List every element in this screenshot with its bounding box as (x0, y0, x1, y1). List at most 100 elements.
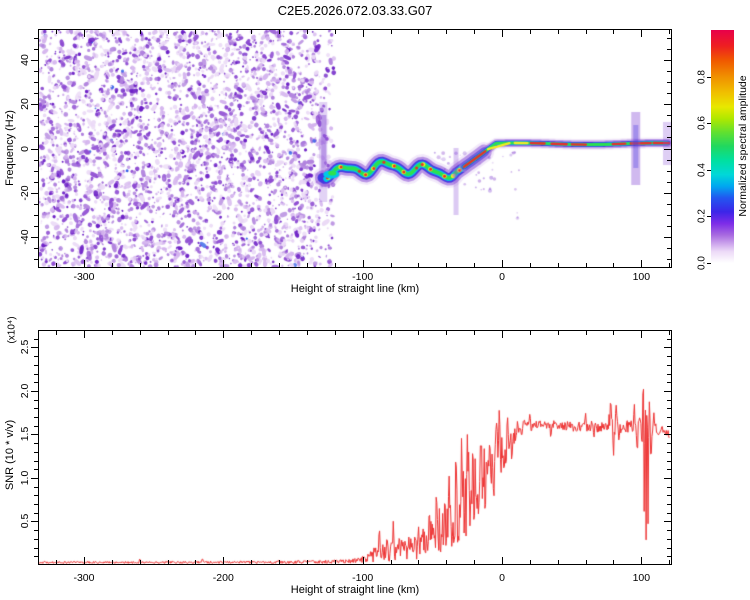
axis-tick (664, 347, 671, 348)
axis-tick (667, 38, 671, 39)
axis-tick (168, 263, 169, 267)
y-tick-label: -20 (19, 185, 31, 201)
axis-tick (34, 530, 38, 531)
x-axis-title-bottom: Height of straight line (km) (290, 584, 420, 596)
axis-tick (667, 49, 671, 50)
axis-tick (34, 495, 38, 496)
axis-tick (140, 30, 141, 34)
axis-tick (667, 365, 671, 366)
colorbar (711, 30, 734, 263)
axis-tick (667, 356, 671, 357)
colorbar-tick-label: 0.0 (696, 256, 708, 270)
axis-tick (223, 30, 224, 37)
axis-tick (307, 30, 308, 34)
axis-tick (84, 260, 85, 267)
x-tick-label: -300 (73, 271, 95, 283)
axis-tick (418, 30, 419, 34)
axis-tick (363, 30, 364, 37)
axis-tick (667, 71, 671, 72)
axis-tick (664, 60, 671, 61)
axis-tick (667, 137, 671, 138)
axis-tick (667, 82, 671, 83)
axis-tick (34, 356, 38, 357)
axis-tick (34, 71, 38, 72)
axis-tick (664, 391, 671, 392)
axis-tick (667, 93, 671, 94)
axis-tick (667, 426, 671, 427)
colorbar-tick-label: 0.2 (696, 209, 708, 223)
axis-tick (34, 408, 38, 409)
y-tick-label: -40 (19, 229, 31, 245)
axis-tick (474, 30, 475, 34)
axis-tick (34, 556, 38, 557)
axis-tick (613, 331, 614, 335)
axis-tick (391, 331, 392, 335)
axis-tick (31, 521, 38, 522)
axis-tick (502, 331, 503, 338)
axis-tick (56, 30, 57, 34)
axis-tick (474, 331, 475, 335)
axis-tick (418, 560, 419, 564)
axis-tick (391, 30, 392, 34)
axis-tick (34, 548, 38, 549)
axis-tick (34, 461, 38, 462)
axis-tick (223, 260, 224, 267)
axis-tick (195, 331, 196, 335)
axis-tick (168, 560, 169, 564)
axis-tick (112, 560, 113, 564)
axis-tick (34, 215, 38, 216)
axis-tick (667, 513, 671, 514)
axis-tick (307, 560, 308, 564)
axis-tick (667, 408, 671, 409)
axis-tick (707, 170, 711, 171)
axis-tick (56, 560, 57, 564)
axis-tick (664, 478, 671, 479)
axis-tick (112, 331, 113, 335)
axis-tick (34, 160, 38, 161)
axis-tick (641, 557, 642, 564)
axis-tick (168, 30, 169, 34)
axis-tick (502, 557, 503, 564)
axis-tick (641, 331, 642, 338)
axis-tick (34, 513, 38, 514)
axis-tick (667, 548, 671, 549)
axis-tick (34, 182, 38, 183)
colorbar-tick-label: 0.8 (696, 70, 708, 84)
axis-tick (558, 560, 559, 564)
x-tick-label: 0 (499, 572, 505, 584)
axis-tick (667, 126, 671, 127)
axis-tick (707, 123, 711, 124)
axis-tick (707, 77, 711, 78)
axis-tick (667, 530, 671, 531)
axis-tick (667, 504, 671, 505)
spectrogram-panel (38, 29, 672, 268)
frequency-axis-title: Frequency (Hz) (4, 110, 16, 186)
axis-tick (558, 331, 559, 335)
axis-tick (112, 263, 113, 267)
snr-panel (38, 330, 672, 565)
axis-tick (307, 331, 308, 335)
x-tick-label: -300 (73, 572, 95, 584)
axis-tick (307, 263, 308, 267)
colorbar-title: Normalized spectral amplitude (737, 75, 749, 217)
axis-tick (363, 331, 364, 338)
x-tick-label: -100 (352, 271, 374, 283)
colorbar-tick-label: 0.6 (696, 116, 708, 130)
axis-tick (667, 374, 671, 375)
axis-tick (195, 560, 196, 564)
axis-tick (31, 104, 38, 105)
axis-tick (667, 226, 671, 227)
axis-tick (502, 30, 503, 37)
axis-tick (279, 263, 280, 267)
axis-tick (34, 504, 38, 505)
axis-tick (34, 115, 38, 116)
axis-tick (251, 30, 252, 34)
axis-tick (31, 237, 38, 238)
axis-tick (530, 331, 531, 335)
axis-tick (586, 30, 587, 34)
colorbar-tick-label: 0.4 (696, 163, 708, 177)
y-tick-label: 0.5 (19, 514, 31, 529)
axis-tick (34, 382, 38, 383)
axis-tick (34, 38, 38, 39)
